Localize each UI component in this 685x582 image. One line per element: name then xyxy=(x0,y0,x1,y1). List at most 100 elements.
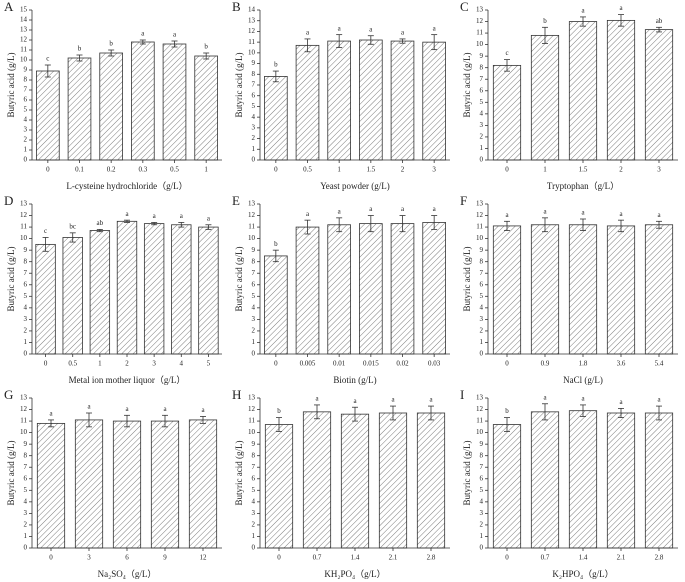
x-tick-label: 0.02 xyxy=(396,360,409,368)
y-tick-label: 8 xyxy=(252,451,256,459)
bar xyxy=(116,220,138,355)
x-tick-label: 0.2 xyxy=(107,166,116,174)
bar xyxy=(568,21,598,161)
y-tick-label: 10 xyxy=(20,428,28,436)
bar xyxy=(606,225,636,355)
x-tick-label: 12 xyxy=(200,554,208,562)
significance-letter: a xyxy=(125,405,129,413)
y-tick-label: 5 xyxy=(24,486,28,494)
y-tick-label: 11 xyxy=(20,223,27,231)
bar xyxy=(194,55,218,161)
y-tick-label: 1 xyxy=(480,532,484,540)
y-tick-label: 8 xyxy=(24,451,28,459)
bar xyxy=(340,413,370,549)
y-tick-label: 6 xyxy=(480,86,484,94)
significance-letter: c xyxy=(44,227,47,235)
y-axis-label: Butyric acid (g/L) xyxy=(462,247,472,312)
x-tick-label: 0.03 xyxy=(428,360,441,368)
x-tick-label: 0.3 xyxy=(138,166,147,174)
bar xyxy=(568,410,598,549)
y-tick-label: 13 xyxy=(476,6,484,14)
y-tick-label: 12 xyxy=(476,211,484,219)
y-tick-label: 1 xyxy=(252,532,256,540)
bar xyxy=(171,224,192,355)
significance-letter: a xyxy=(401,205,405,213)
y-tick-label: 11 xyxy=(476,29,483,37)
y-tick-label: 3 xyxy=(24,126,28,134)
bar xyxy=(89,230,111,355)
bar xyxy=(162,43,187,161)
x-tick-label: 0 xyxy=(277,554,281,562)
significance-letter: a xyxy=(433,24,437,32)
y-tick-label: 9 xyxy=(24,440,28,448)
significance-letter: b xyxy=(505,407,509,415)
y-tick-label: 7 xyxy=(24,269,28,277)
x-tick-label: 5.4 xyxy=(655,360,664,368)
bar xyxy=(188,419,218,549)
y-tick-label: 0 xyxy=(252,544,256,552)
y-tick-label: 4 xyxy=(252,113,256,121)
y-tick-label: 13 xyxy=(20,26,28,34)
y-tick-label: 1 xyxy=(24,146,28,154)
y-tick-label: 0 xyxy=(24,544,28,552)
y-axis-label: Butyric acid (g/L) xyxy=(234,53,244,118)
bar xyxy=(62,237,83,355)
y-tick-label: 2 xyxy=(252,521,256,529)
bar xyxy=(422,41,446,161)
y-tick-label: 11 xyxy=(248,223,255,231)
x-tick-label: 1.5 xyxy=(366,166,375,174)
y-tick-label: 5 xyxy=(480,98,484,106)
x-tick-label: 0 xyxy=(505,166,509,174)
y-tick-label: 3 xyxy=(480,315,484,323)
y-tick-label: 4 xyxy=(24,116,28,124)
y-tick-label: 0 xyxy=(480,350,484,358)
y-tick-label: 15 xyxy=(20,6,28,14)
y-tick-label: 9 xyxy=(252,440,256,448)
y-tick-label: 6 xyxy=(252,280,256,288)
bar xyxy=(198,226,219,355)
y-tick-label: 8 xyxy=(24,76,28,84)
x-tick-label: 0 xyxy=(505,554,509,562)
x-axis-label: KH₂PO₄（g/L） xyxy=(324,569,385,579)
y-tick-label: 11 xyxy=(248,38,255,46)
y-axis-label: Butyric acid (g/L) xyxy=(462,53,472,118)
y-tick-label: 4 xyxy=(24,497,28,505)
x-tick-label: 5 xyxy=(207,360,211,368)
y-tick-label: 0 xyxy=(252,350,256,358)
y-tick-label: 7 xyxy=(24,86,28,94)
panel-label: A xyxy=(4,0,14,14)
y-tick-label: 2 xyxy=(480,521,484,529)
x-tick-label: 1 xyxy=(543,166,547,174)
y-tick-label: 3 xyxy=(252,123,256,131)
y-tick-label: 1 xyxy=(252,338,256,346)
panel-label: F xyxy=(460,193,467,208)
x-tick-label: 0.7 xyxy=(313,554,322,562)
y-tick-label: 6 xyxy=(480,474,484,482)
y-tick-label: 9 xyxy=(252,59,256,67)
x-tick-label: 2.1 xyxy=(617,554,626,562)
x-axis-label: K₂HPO₄（g/L） xyxy=(552,569,613,579)
bar xyxy=(416,412,446,549)
y-tick-label: 4 xyxy=(252,303,256,311)
y-axis-label: Butyric acid (g/L) xyxy=(6,247,16,312)
significance-letter: a xyxy=(543,207,547,215)
y-tick-label: 3 xyxy=(480,121,484,129)
x-tick-label: 0.7 xyxy=(541,554,550,562)
bar xyxy=(492,424,522,549)
bar xyxy=(264,424,294,549)
y-tick-label: 2 xyxy=(252,134,256,142)
y-tick-label: 7 xyxy=(480,75,484,83)
significance-letter: a xyxy=(163,405,167,413)
y-tick-label: 2 xyxy=(24,521,28,529)
significance-letter: a xyxy=(505,211,509,219)
y-tick-label: 2 xyxy=(252,327,256,335)
panel-label: I xyxy=(460,387,464,402)
x-tick-label: 3 xyxy=(87,554,91,562)
y-tick-label: 13 xyxy=(20,200,28,208)
significance-letter: b xyxy=(277,407,281,415)
y-tick-label: 8 xyxy=(480,257,484,265)
x-tick-label: 0 xyxy=(49,554,53,562)
significance-letter: b xyxy=(109,40,113,48)
x-tick-label: 0.5 xyxy=(68,360,77,368)
y-tick-label: 9 xyxy=(24,246,28,254)
